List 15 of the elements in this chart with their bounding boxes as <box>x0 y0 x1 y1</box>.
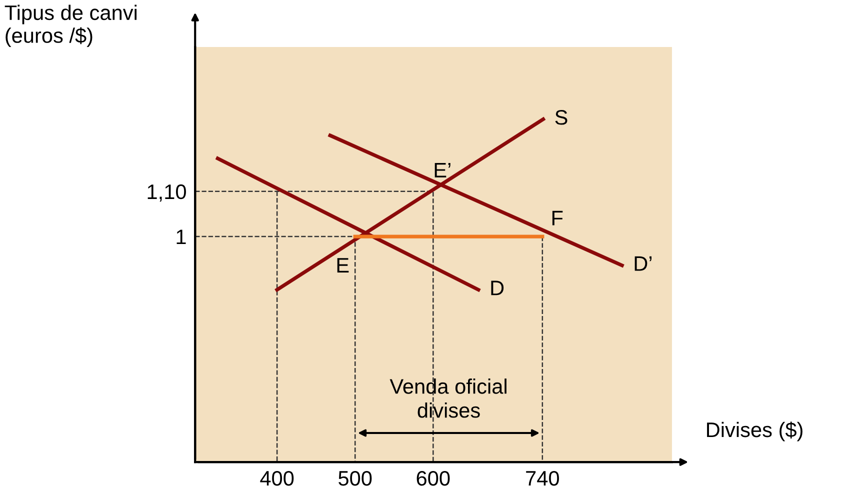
annotation: F <box>552 210 563 226</box>
series-label: S <box>555 110 568 125</box>
x-axis-title: Divises ($) <box>707 422 802 442</box>
annotation: E <box>337 258 349 272</box>
y-tick-label: 1,10 <box>148 184 186 202</box>
y-axis-title: Tipus de canvi (euros /$) <box>4 4 137 48</box>
x-tick-label: 400 <box>260 470 294 486</box>
y-tick-label: 1 <box>176 230 186 244</box>
x-tick-label: 500 <box>338 470 372 486</box>
annotation: Venda oficial divises <box>390 378 506 418</box>
x-tick-label: 600 <box>416 470 450 486</box>
series-label: D’ <box>634 256 652 271</box>
series-label: D <box>491 280 504 296</box>
x-tick-label: 740 <box>526 470 559 486</box>
annotation: E’ <box>434 163 450 178</box>
